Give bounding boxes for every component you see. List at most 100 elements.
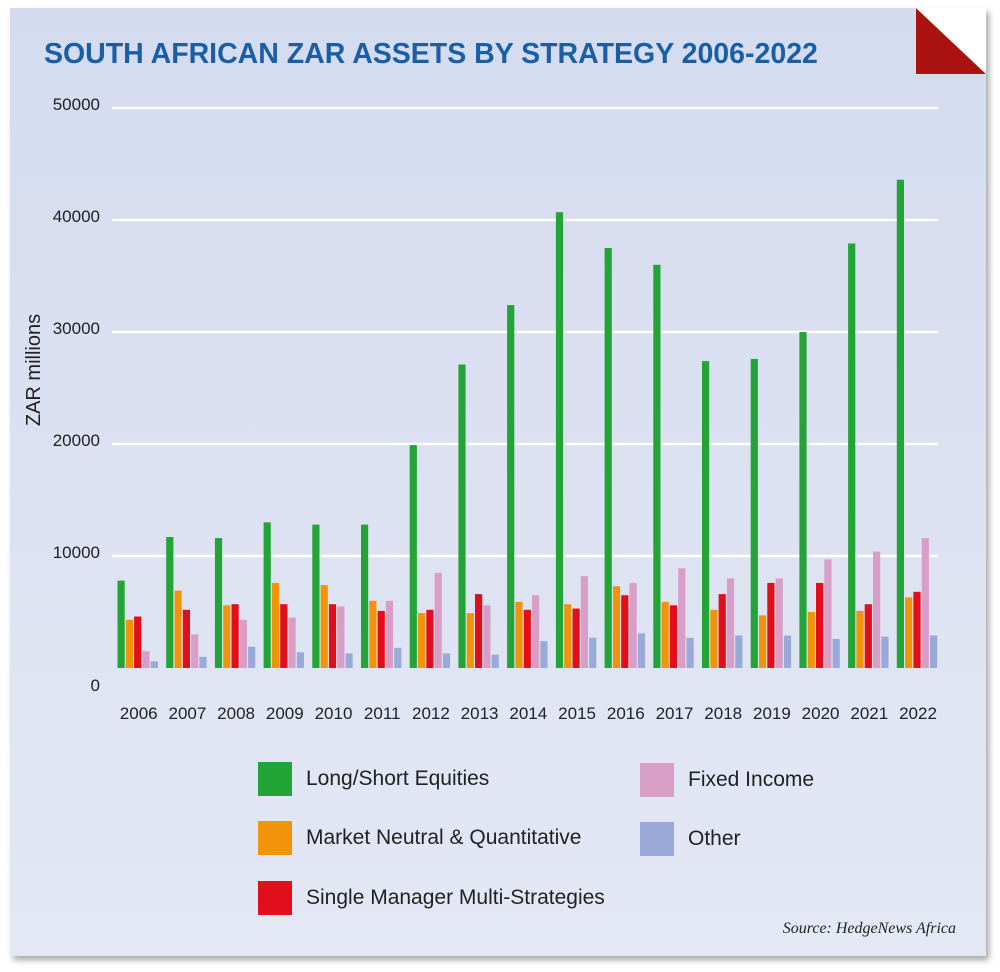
bar-fixed-income-2008 bbox=[239, 619, 247, 668]
bar-long-short-equities-2006 bbox=[117, 580, 125, 668]
bar-fixed-income-2016 bbox=[629, 582, 637, 668]
bar-long-short-equities-2009 bbox=[263, 522, 271, 668]
x-tick-label: 2019 bbox=[753, 704, 791, 723]
bar-single-manager-multi-strategies-2019 bbox=[767, 582, 775, 668]
x-tick-label: 2018 bbox=[704, 704, 742, 723]
y-tick-label: 50000 bbox=[53, 95, 100, 114]
bar-market-neutral-quantitative-2014 bbox=[515, 601, 523, 668]
bar-single-manager-multi-strategies-2012 bbox=[426, 609, 434, 668]
bar-long-short-equities-2015 bbox=[555, 212, 564, 668]
legend-item: Single Manager Multi-Strategies bbox=[258, 881, 605, 915]
bar-long-short-equities-2007 bbox=[166, 537, 174, 668]
bars bbox=[117, 179, 938, 668]
bar-fixed-income-2021 bbox=[873, 551, 881, 668]
bar-long-short-equities-2011 bbox=[361, 524, 369, 668]
bar-other-2008 bbox=[248, 646, 256, 668]
bar-market-neutral-quantitative-2016 bbox=[612, 586, 621, 668]
bar-single-manager-multi-strategies-2021 bbox=[864, 604, 872, 668]
bar-market-neutral-quantitative-2009 bbox=[271, 582, 280, 668]
bar-fixed-income-2014 bbox=[532, 595, 540, 668]
y-tick-label: 40000 bbox=[53, 207, 100, 226]
bar-market-neutral-quantitative-2008 bbox=[223, 605, 231, 668]
bar-other-2017 bbox=[686, 637, 694, 668]
x-tick-label: 2017 bbox=[656, 704, 694, 723]
bar-single-manager-multi-strategies-2014 bbox=[523, 609, 531, 668]
x-tick-label: 2014 bbox=[509, 704, 547, 723]
legend-swatch bbox=[640, 763, 674, 797]
bar-long-short-equities-2021 bbox=[848, 243, 856, 668]
x-tick-label: 2009 bbox=[266, 704, 304, 723]
legend-item: Other bbox=[640, 822, 741, 856]
bar-long-short-equities-2022 bbox=[896, 179, 904, 668]
bar-long-short-equities-2017 bbox=[653, 264, 661, 668]
x-tick-label: 2011 bbox=[364, 704, 401, 723]
legend-label: Long/Short Equities bbox=[306, 767, 490, 790]
x-tick-label: 2022 bbox=[899, 704, 937, 723]
y-tick-label: 0 bbox=[91, 676, 100, 695]
legend-item: Market Neutral & Quantitative bbox=[258, 821, 581, 855]
bar-fixed-income-2009 bbox=[288, 617, 296, 668]
bar-fixed-income-2022 bbox=[921, 538, 929, 668]
bar-fixed-income-2010 bbox=[337, 606, 345, 668]
bar-single-manager-multi-strategies-2009 bbox=[280, 604, 288, 668]
bar-long-short-equities-2010 bbox=[312, 524, 320, 668]
bar-single-manager-multi-strategies-2022 bbox=[913, 591, 921, 668]
bar-long-short-equities-2012 bbox=[409, 445, 417, 668]
x-tick-label: 2010 bbox=[315, 704, 353, 723]
x-tick-label: 2015 bbox=[558, 704, 596, 723]
bar-other-2010 bbox=[345, 653, 353, 668]
legend-label: Other bbox=[688, 827, 741, 850]
legend-label: Fixed Income bbox=[688, 768, 815, 791]
legend-label: Market Neutral & Quantitative bbox=[306, 826, 582, 849]
bar-market-neutral-quantitative-2020 bbox=[807, 612, 815, 668]
bar-fixed-income-2020 bbox=[824, 559, 832, 668]
gridlines bbox=[112, 106, 938, 558]
x-axis-ticks: 2006 2007 2008 2009 2010 2011 2012 2013 2014 2015… bbox=[120, 704, 937, 723]
y-axis-label: ZAR millions bbox=[23, 314, 45, 426]
bar-fixed-income-2007 bbox=[191, 634, 199, 668]
bar-long-short-equities-2018 bbox=[702, 361, 710, 668]
y-tick-label: 20000 bbox=[53, 431, 100, 450]
bar-single-manager-multi-strategies-2020 bbox=[816, 582, 824, 668]
bar-single-manager-multi-strategies-2013 bbox=[475, 594, 483, 668]
legend-swatch bbox=[640, 822, 674, 856]
x-tick-label: 2013 bbox=[461, 704, 499, 723]
y-axis-ticks: 0 10000 20000 30000 40000 50000 bbox=[53, 95, 100, 695]
bar-other-2012 bbox=[442, 653, 451, 668]
bar-long-short-equities-2008 bbox=[214, 538, 223, 668]
bar-other-2013 bbox=[491, 654, 499, 668]
bar-market-neutral-quantitative-2021 bbox=[856, 610, 864, 668]
bar-single-manager-multi-strategies-2018 bbox=[718, 594, 726, 668]
bar-other-2018 bbox=[735, 635, 743, 668]
bar-other-2019 bbox=[783, 635, 792, 668]
bar-other-2021 bbox=[881, 636, 889, 668]
legend-swatch bbox=[258, 821, 292, 855]
bar-fixed-income-2012 bbox=[434, 572, 442, 668]
legend-label: Single Manager Multi-Strategies bbox=[306, 886, 605, 909]
x-tick-label: 2012 bbox=[412, 704, 450, 723]
bar-fixed-income-2011 bbox=[385, 600, 394, 668]
x-tick-label: 2007 bbox=[168, 704, 206, 723]
bar-other-2007 bbox=[199, 656, 207, 668]
bar-fixed-income-2006 bbox=[142, 651, 150, 668]
bar-single-manager-multi-strategies-2015 bbox=[572, 608, 580, 668]
bar-long-short-equities-2014 bbox=[507, 305, 515, 668]
legend-swatch bbox=[258, 881, 292, 915]
y-tick-label: 30000 bbox=[53, 319, 100, 338]
bar-fixed-income-2015 bbox=[580, 576, 588, 668]
bar-market-neutral-quantitative-2022 bbox=[905, 597, 913, 668]
bar-market-neutral-quantitative-2017 bbox=[661, 601, 669, 668]
bar-other-2022 bbox=[930, 635, 938, 668]
bar-market-neutral-quantitative-2011 bbox=[369, 600, 377, 668]
bar-single-manager-multi-strategies-2010 bbox=[328, 604, 337, 668]
bar-market-neutral-quantitative-2013 bbox=[466, 613, 474, 668]
bar-other-2009 bbox=[296, 652, 304, 668]
bar-other-2006 bbox=[150, 661, 158, 668]
bar-market-neutral-quantitative-2018 bbox=[710, 609, 718, 668]
bar-long-short-equities-2019 bbox=[750, 358, 758, 668]
x-tick-label: 2016 bbox=[607, 704, 645, 723]
source-note: Source: HedgeNews Africa bbox=[782, 920, 956, 937]
chart-title: SOUTH AFRICAN ZAR ASSETS BY STRATEGY 200… bbox=[44, 38, 818, 70]
bar-fixed-income-2019 bbox=[775, 578, 783, 668]
legend-item: Long/Short Equities bbox=[258, 762, 489, 796]
